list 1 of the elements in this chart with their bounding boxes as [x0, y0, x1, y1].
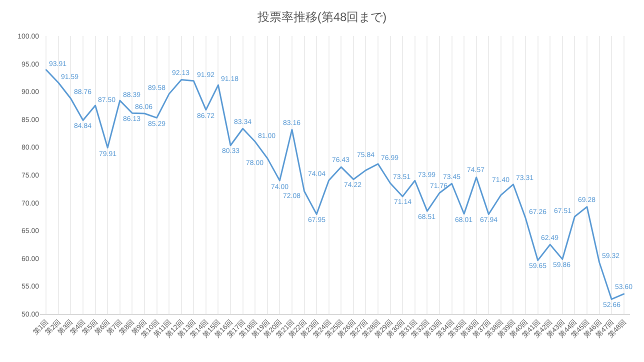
chart-title: 投票率推移(第48回まで) [256, 10, 387, 24]
